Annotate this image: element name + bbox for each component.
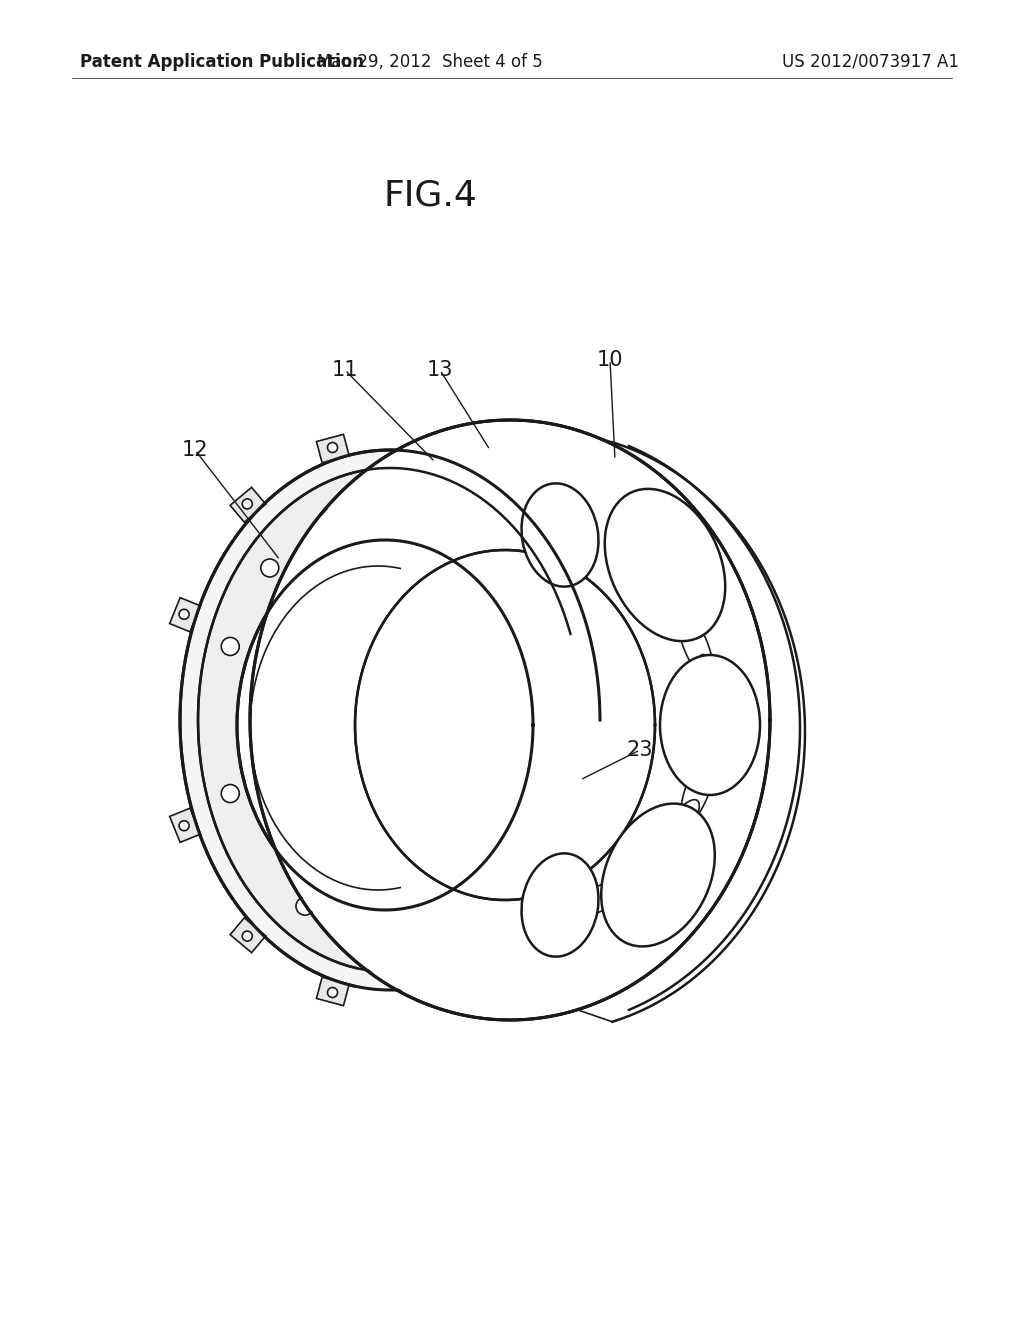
Polygon shape <box>316 977 349 1006</box>
Ellipse shape <box>541 784 559 803</box>
Ellipse shape <box>490 875 508 894</box>
Ellipse shape <box>608 541 669 593</box>
Ellipse shape <box>180 450 600 990</box>
Text: 12: 12 <box>181 440 208 459</box>
Ellipse shape <box>252 422 768 1018</box>
Ellipse shape <box>605 488 725 642</box>
Ellipse shape <box>696 704 722 779</box>
Polygon shape <box>230 487 266 523</box>
Ellipse shape <box>599 642 609 652</box>
Ellipse shape <box>396 496 414 515</box>
Text: 11: 11 <box>332 360 358 380</box>
Ellipse shape <box>677 610 714 681</box>
Ellipse shape <box>221 638 240 656</box>
Polygon shape <box>589 776 617 809</box>
Polygon shape <box>441 973 475 1002</box>
Ellipse shape <box>250 420 770 1020</box>
Text: Mar. 29, 2012  Sheet 4 of 5: Mar. 29, 2012 Sheet 4 of 5 <box>317 53 543 71</box>
Ellipse shape <box>542 516 552 525</box>
Ellipse shape <box>198 469 582 972</box>
Polygon shape <box>589 631 617 664</box>
Polygon shape <box>472 962 502 1001</box>
Polygon shape <box>445 950 480 987</box>
Ellipse shape <box>652 800 699 865</box>
Ellipse shape <box>243 931 252 941</box>
Ellipse shape <box>521 483 598 586</box>
Ellipse shape <box>647 572 696 634</box>
Ellipse shape <box>660 655 760 795</box>
Ellipse shape <box>647 572 696 634</box>
Ellipse shape <box>521 853 598 957</box>
Ellipse shape <box>425 919 443 937</box>
Ellipse shape <box>614 842 673 895</box>
Ellipse shape <box>442 442 453 453</box>
Ellipse shape <box>696 704 722 779</box>
Ellipse shape <box>599 788 609 799</box>
Ellipse shape <box>261 558 279 577</box>
Ellipse shape <box>237 540 534 909</box>
Ellipse shape <box>570 876 638 917</box>
Polygon shape <box>170 808 201 842</box>
Ellipse shape <box>601 804 715 946</box>
Ellipse shape <box>652 800 699 865</box>
Ellipse shape <box>250 566 506 890</box>
Ellipse shape <box>521 853 598 957</box>
Ellipse shape <box>549 673 566 692</box>
Ellipse shape <box>614 842 673 895</box>
Ellipse shape <box>243 499 252 510</box>
Text: 23: 23 <box>627 741 653 760</box>
Ellipse shape <box>520 587 539 606</box>
Polygon shape <box>445 442 480 480</box>
Ellipse shape <box>351 923 370 941</box>
Ellipse shape <box>681 752 715 825</box>
Polygon shape <box>316 434 349 463</box>
Polygon shape <box>531 898 566 933</box>
Ellipse shape <box>454 983 464 993</box>
Polygon shape <box>472 428 502 469</box>
Ellipse shape <box>521 483 598 586</box>
Ellipse shape <box>695 655 721 730</box>
Ellipse shape <box>355 550 655 900</box>
Ellipse shape <box>328 987 338 998</box>
Ellipse shape <box>608 541 669 593</box>
Ellipse shape <box>605 488 725 642</box>
Ellipse shape <box>660 655 760 795</box>
Polygon shape <box>415 936 452 974</box>
Polygon shape <box>415 458 452 496</box>
Polygon shape <box>170 598 201 632</box>
Ellipse shape <box>323 510 341 527</box>
Polygon shape <box>230 917 266 953</box>
Ellipse shape <box>570 876 638 917</box>
Text: FIG.4: FIG.4 <box>383 178 477 213</box>
Text: 10: 10 <box>597 350 624 370</box>
Text: 13: 13 <box>427 360 454 380</box>
Polygon shape <box>528 504 564 539</box>
Ellipse shape <box>328 442 338 453</box>
Ellipse shape <box>681 752 715 825</box>
Text: Patent Application Publication: Patent Application Publication <box>80 53 364 71</box>
Polygon shape <box>431 434 464 463</box>
Ellipse shape <box>296 898 314 915</box>
Ellipse shape <box>179 610 189 619</box>
Ellipse shape <box>466 525 484 543</box>
Ellipse shape <box>221 784 240 803</box>
Ellipse shape <box>677 610 714 681</box>
Ellipse shape <box>545 911 555 921</box>
Ellipse shape <box>601 804 715 946</box>
Text: US 2012/0073917 A1: US 2012/0073917 A1 <box>781 53 958 71</box>
Ellipse shape <box>695 655 721 730</box>
Ellipse shape <box>179 821 189 830</box>
